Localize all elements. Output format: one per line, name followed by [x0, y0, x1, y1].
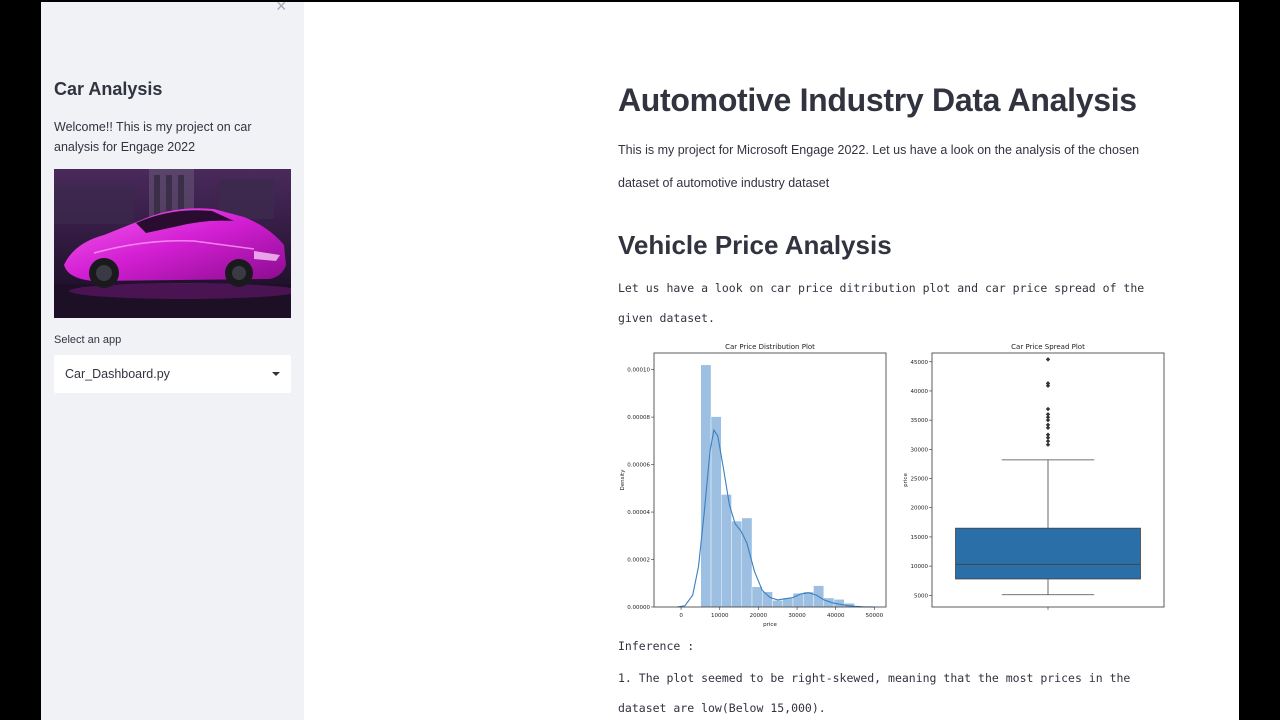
- dist-y-axis-label: Density: [620, 469, 626, 491]
- x-tick-label: 40000: [827, 613, 845, 619]
- x-tick-label: 30000: [788, 613, 806, 619]
- histogram-bar: [741, 517, 753, 608]
- x-tick-label: 10000: [711, 613, 729, 619]
- box-iqr: [955, 527, 1141, 580]
- select-app-label: Select an app: [54, 334, 122, 346]
- box-chart-title: Car Price Spread Plot: [1011, 343, 1085, 351]
- inference-title: Inference :: [618, 639, 695, 653]
- dist-chart-title: Car Price Distribution Plot: [725, 343, 815, 351]
- histogram-bar: [721, 494, 732, 608]
- section-title: Vehicle Price Analysis: [618, 230, 892, 260]
- y-tick-label: 45000: [911, 360, 929, 366]
- sidebar-title: Car Analysis: [54, 79, 163, 99]
- sidebar: × Car Analysis Welcome!! This is my proj…: [41, 2, 304, 720]
- histogram-bar: [772, 600, 783, 608]
- y-tick-label: 0.00006: [627, 463, 650, 469]
- main-content: Automotive Industry Data Analysis This i…: [618, 2, 1218, 720]
- dist-x-axis-label: price: [763, 622, 777, 628]
- y-tick-label: 0.00000: [627, 605, 650, 611]
- chevron-down-icon: [272, 372, 280, 376]
- outlier-point: [1045, 417, 1051, 423]
- x-tick-label: 50000: [866, 613, 884, 619]
- kde-line: [677, 428, 875, 608]
- box-y-axis-label: price: [903, 473, 909, 487]
- dist-chart-frame: [653, 352, 887, 608]
- outlier-point: [1045, 381, 1051, 386]
- section-text: Let us have a look on car price ditribut…: [618, 281, 1145, 325]
- app-window: × Car Analysis Welcome!! This is my proj…: [41, 2, 1239, 720]
- x-tick-label: 20000: [750, 613, 768, 619]
- y-tick-label: 0.00002: [627, 558, 650, 564]
- outlier-point: [1045, 406, 1051, 412]
- histogram-bar: [762, 591, 773, 608]
- close-sidebar-icon[interactable]: ×: [276, 2, 287, 16]
- price-charts: Car Price Distribution Plot 0 10000 20000 30…: [620, 343, 1165, 628]
- intro-text: This is my project for Microsoft Engage …: [618, 143, 1140, 190]
- histogram-bar: [700, 364, 712, 608]
- app-select[interactable]: Car_Dashboard.py: [54, 355, 291, 393]
- outlier-point: [1045, 415, 1051, 420]
- y-tick-label: 25000: [911, 477, 929, 483]
- outlier-point: [1045, 425, 1051, 430]
- y-tick-label: 35000: [911, 418, 929, 424]
- outlier-point: [1045, 438, 1051, 444]
- y-tick-label: 30000: [911, 447, 929, 453]
- y-tick-label: 40000: [911, 389, 929, 395]
- y-tick-label: 5000: [914, 593, 928, 599]
- y-tick-label: 0.00010: [627, 368, 650, 374]
- y-tick-label: 15000: [911, 535, 929, 541]
- y-tick-label: 0.00008: [627, 415, 650, 421]
- histogram-bar: [751, 586, 763, 608]
- y-tick-label: 0.00004: [627, 510, 650, 516]
- inference-item-1: 1. The plot seemed to be right-skewed, m…: [618, 671, 1131, 715]
- outlier-point: [1045, 442, 1051, 447]
- histogram-bar: [731, 520, 742, 608]
- outlier-point: [1045, 435, 1051, 440]
- y-tick-label: 10000: [911, 564, 929, 570]
- y-tick-label: 20000: [911, 506, 929, 512]
- car-image: [54, 169, 291, 318]
- outlier-point: [1045, 422, 1051, 428]
- page-title: Automotive Industry Data Analysis: [618, 82, 1137, 118]
- outlier-point: [1045, 412, 1051, 417]
- outlier-point: [1045, 357, 1051, 362]
- outlier-point: [1045, 432, 1051, 437]
- sidebar-welcome-text: Welcome!! This is my project on car anal…: [54, 120, 252, 154]
- outlier-point: [1045, 383, 1051, 388]
- app-select-value: Car_Dashboard.py: [65, 367, 170, 381]
- x-tick-label: 0: [679, 613, 683, 619]
